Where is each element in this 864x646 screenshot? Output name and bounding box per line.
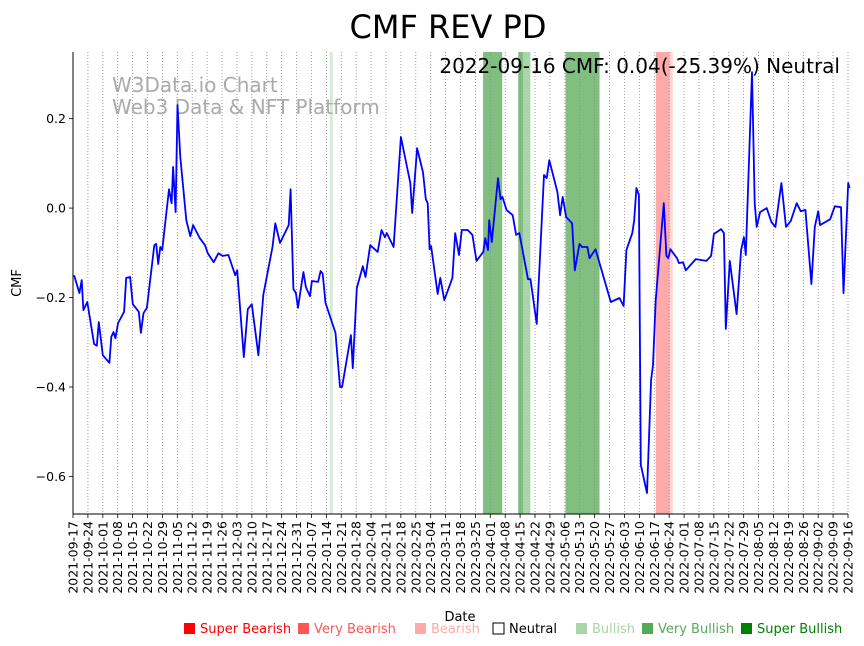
- x-tick-label: 2022-04-22: [528, 521, 543, 594]
- x-tick-label: 2022-06-17: [647, 521, 662, 594]
- x-tick-label: 2022-04-15: [513, 521, 528, 594]
- cmf-line: [73, 71, 851, 494]
- legend-swatch-very-bearish: [298, 623, 309, 634]
- x-tick-label: 2021-10-08: [110, 521, 125, 594]
- x-tick-label: 2021-11-19: [200, 521, 215, 594]
- x-tick-label: 2022-07-29: [736, 521, 751, 594]
- x-tick-label: 2021-12-17: [259, 521, 274, 594]
- legend-swatch-bearish: [415, 623, 426, 634]
- y-tick-label: −0.6: [36, 469, 66, 484]
- x-tick-label: 2021-09-17: [66, 521, 81, 594]
- y-tick-label: −0.2: [36, 290, 66, 305]
- x-tick-label: 2022-09-09: [826, 521, 841, 594]
- x-tick-label: 2022-08-26: [796, 521, 811, 594]
- x-tick-label: 2022-01-28: [349, 521, 364, 594]
- legend-swatch-bullish: [576, 623, 587, 634]
- x-tick-label: 2022-06-24: [662, 521, 677, 594]
- x-tick-label: 2022-02-18: [393, 521, 408, 594]
- x-tick-label: 2022-05-20: [587, 521, 602, 594]
- x-tick-label: 2022-08-19: [781, 521, 796, 594]
- x-tick-label: 2022-02-04: [364, 521, 379, 594]
- x-tick-label: 2021-11-26: [215, 521, 230, 594]
- legend-label-bearish: Bearish: [431, 622, 480, 637]
- latest-value-annotation: 2022-09-16 CMF: 0.04(-25.39%) Neutral: [439, 54, 840, 78]
- x-tick-label: 2022-02-11: [378, 521, 393, 594]
- x-tick-label: 2022-01-21: [334, 521, 349, 594]
- x-tick-label: 2021-12-24: [274, 521, 289, 594]
- x-tick-label: 2022-04-01: [483, 521, 498, 594]
- legend-label-very-bullish: Very Bullish: [658, 622, 734, 637]
- x-tick-label: 2022-08-05: [751, 521, 766, 594]
- signal-bands: [329, 52, 673, 514]
- legend: Super Bearish Very Bearish Bearish Neutral B…: [184, 622, 842, 637]
- legend-swatch-super-bullish: [741, 623, 752, 634]
- x-tick-label: 2021-10-22: [140, 521, 155, 594]
- x-tick-label: 2022-06-10: [632, 521, 647, 594]
- y-tick-label: −0.4: [36, 379, 66, 394]
- x-tick-label: 2022-03-04: [423, 521, 438, 594]
- chart-title: CMF REV PD: [350, 8, 547, 46]
- x-tick-label: 2022-02-25: [408, 521, 423, 594]
- x-tick-label: 2022-03-25: [468, 521, 483, 594]
- x-tick-label: 2022-03-11: [438, 521, 453, 594]
- legend-swatch-super-bearish: [184, 623, 195, 634]
- axes: 2021-09-17 2021-09-24 2021-10-01 2021-10-08…: [36, 52, 856, 594]
- x-tick-label: 2021-10-29: [155, 521, 170, 594]
- x-tick-label: 2022-04-08: [498, 521, 513, 594]
- x-tick-label: 2022-05-27: [602, 521, 617, 594]
- x-tick-label: 2022-04-29: [542, 521, 557, 594]
- band-bullish: [329, 52, 333, 514]
- x-tick-label: 2022-07-08: [691, 521, 706, 594]
- x-tick-label: 2021-10-01: [95, 521, 110, 594]
- x-tick-label: 2021-12-31: [289, 521, 304, 594]
- y-axis-label: CMF: [10, 269, 25, 297]
- band-bullish: [523, 52, 531, 514]
- band-very-bullish: [483, 52, 503, 514]
- x-tick-label: 2022-03-18: [453, 521, 468, 594]
- watermark-line-1: W3Data.io Chart: [112, 73, 278, 97]
- y-tick-label: 0.2: [46, 111, 66, 126]
- band-very-bullish: [518, 52, 524, 514]
- band-bearish: [669, 52, 673, 514]
- x-tick-label: 2022-09-16: [841, 521, 856, 594]
- x-tick-label: 2022-07-15: [706, 521, 721, 594]
- x-tick-label: 2022-08-12: [766, 521, 781, 594]
- legend-label-super-bearish: Super Bearish: [200, 622, 291, 637]
- x-tick-label: 2022-05-06: [557, 521, 572, 594]
- x-tick-label: 2021-12-03: [229, 521, 244, 594]
- legend-label-very-bearish: Very Bearish: [314, 622, 396, 637]
- x-tick-label: 2021-09-24: [80, 521, 95, 594]
- x-tick-label: 2022-07-01: [677, 521, 692, 594]
- x-tick-label: 2021-11-05: [170, 521, 185, 594]
- legend-swatch-neutral: [492, 622, 505, 635]
- band-very-bullish: [565, 52, 600, 514]
- legend-label-neutral: Neutral: [509, 622, 557, 637]
- legend-label-bullish: Bullish: [592, 622, 635, 637]
- x-tick-label: 2021-12-10: [244, 521, 259, 594]
- legend-label-super-bullish: Super Bullish: [757, 622, 842, 637]
- legend-swatch-very-bullish: [642, 623, 653, 634]
- x-tick-label: 2022-09-02: [811, 521, 826, 594]
- x-tick-label: 2022-05-13: [572, 521, 587, 594]
- x-tick-label: 2021-11-12: [185, 521, 200, 594]
- x-tick-label: 2022-01-07: [304, 521, 319, 594]
- band-bearish: [655, 52, 670, 514]
- watermark-line-2: Web3 Data & NFT Platform: [112, 95, 380, 119]
- cmf-series: [73, 71, 851, 494]
- x-tick-label: 2022-07-22: [721, 521, 736, 594]
- x-tick-label: 2022-06-03: [617, 521, 632, 594]
- y-tick-label: 0.0: [46, 201, 66, 216]
- x-tick-label: 2021-10-15: [125, 521, 140, 594]
- x-axis-label: Date: [444, 610, 475, 625]
- x-tick-label: 2022-01-14: [319, 521, 334, 594]
